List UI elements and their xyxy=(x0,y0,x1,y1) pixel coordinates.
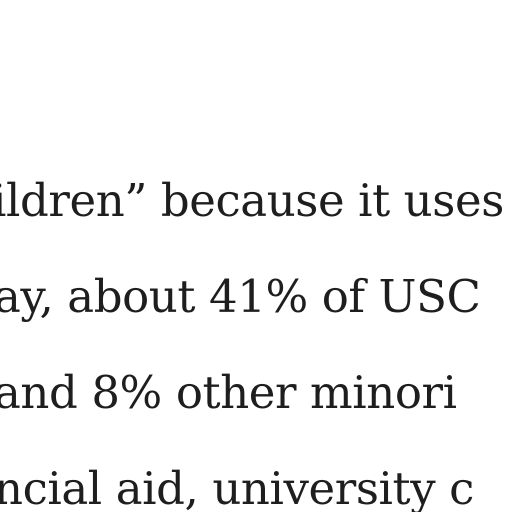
text-line-3: and 8% other minori xyxy=(0,366,457,419)
text-line-1: ildren” because it uses xyxy=(0,174,504,227)
text-line-4: ncial aid, university c xyxy=(0,462,474,512)
text-line-2: ay, about 41% of USC xyxy=(0,270,481,323)
